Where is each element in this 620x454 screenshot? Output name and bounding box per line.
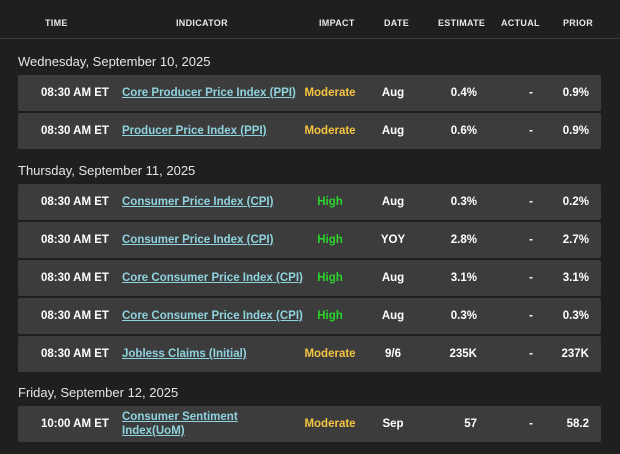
row-date: Aug: [381, 310, 405, 322]
row-prior: 0.9%: [562, 87, 589, 99]
row-time: 08:30 AM ET: [41, 125, 109, 137]
impact-badge: High: [317, 310, 343, 322]
table-row: 08:30 AM ET Core Consumer Price Index (C…: [18, 298, 601, 334]
row-actual: -: [529, 125, 533, 137]
row-actual: -: [529, 418, 533, 430]
row-estimate: 2.8%: [450, 234, 477, 246]
table-row: 08:30 AM ET Consumer Price Index (CPI) H…: [18, 222, 601, 258]
indicator-link[interactable]: Core Consumer Price Index (CPI): [122, 272, 303, 284]
row-actual: -: [529, 272, 533, 284]
row-date: Sep: [382, 418, 404, 430]
row-date: Aug: [381, 87, 405, 99]
row-date: YOY: [380, 234, 406, 246]
header-prior: PRIOR: [563, 18, 594, 28]
row-actual: -: [529, 310, 533, 322]
impact-badge: Moderate: [304, 87, 356, 99]
row-time: 08:30 AM ET: [41, 196, 109, 208]
row-date: 9/6: [385, 348, 401, 360]
day-title: Thursday, September 11, 2025: [18, 163, 196, 178]
header-date: DATE: [384, 18, 410, 28]
table-header: TIME INDICATOR IMPACT DATE ESTIMATE ACTU…: [0, 0, 620, 39]
impact-badge: Moderate: [304, 348, 356, 360]
indicator-link[interactable]: Jobless Claims (Initial): [122, 348, 247, 360]
row-estimate: 0.3%: [450, 310, 477, 322]
row-date: Aug: [381, 272, 405, 284]
impact-badge: High: [317, 272, 343, 284]
indicator-link[interactable]: Consumer Sentiment Index(UoM): [122, 411, 238, 437]
header-indicator: INDICATOR: [176, 18, 228, 28]
indicator-link[interactable]: Consumer Price Index (CPI): [122, 234, 274, 246]
row-time: 08:30 AM ET: [41, 348, 109, 360]
row-estimate: 0.4%: [450, 87, 477, 99]
impact-badge: High: [317, 196, 343, 208]
indicator-link[interactable]: Core Consumer Price Index (CPI): [122, 310, 303, 322]
table-row: 08:30 AM ET Consumer Price Index (CPI) H…: [18, 184, 601, 220]
row-time: 08:30 AM ET: [41, 234, 109, 246]
row-prior: 58.2: [566, 418, 589, 430]
header-estimate: ESTIMATE: [438, 18, 486, 28]
row-estimate: 0.6%: [450, 125, 477, 137]
impact-badge: Moderate: [304, 125, 356, 137]
row-prior: 237K: [561, 348, 590, 360]
header-actual: ACTUAL: [501, 18, 540, 28]
row-actual: -: [529, 87, 533, 99]
row-time: 10:00 AM ET: [41, 418, 109, 430]
impact-badge: Moderate: [304, 418, 356, 430]
day-title: Wednesday, September 10, 2025: [18, 54, 211, 69]
header-impact: IMPACT: [319, 18, 355, 28]
row-prior: 0.3%: [562, 310, 589, 322]
row-estimate: 235K: [449, 348, 478, 360]
header-time: TIME: [45, 18, 68, 28]
row-date: Aug: [381, 196, 405, 208]
table-row: 10:00 AM ET Consumer Sentiment Index(UoM…: [18, 406, 601, 442]
impact-badge: High: [317, 234, 343, 246]
row-prior: 3.1%: [562, 272, 589, 284]
row-estimate: 0.3%: [450, 196, 477, 208]
day-title: Friday, September 12, 2025: [18, 385, 179, 400]
row-prior: 0.9%: [562, 125, 589, 137]
table-row: 08:30 AM ET Core Consumer Price Index (C…: [18, 260, 601, 296]
indicator-link[interactable]: Producer Price Index (PPI): [122, 125, 267, 137]
table-row: 08:30 AM ET Producer Price Index (PPI) M…: [18, 113, 601, 149]
row-date: Aug: [381, 125, 405, 137]
row-estimate: 3.1%: [450, 272, 477, 284]
row-prior: 2.7%: [562, 234, 589, 246]
indicator-link[interactable]: Core Producer Price Index (PPI): [122, 87, 296, 99]
table-row: 08:30 AM ET Core Producer Price Index (P…: [18, 75, 601, 111]
row-prior: 0.2%: [562, 196, 589, 208]
row-time: 08:30 AM ET: [41, 87, 109, 99]
row-time: 08:30 AM ET: [41, 272, 109, 284]
row-actual: -: [529, 196, 533, 208]
row-actual: -: [529, 234, 533, 246]
indicator-link[interactable]: Consumer Price Index (CPI): [122, 196, 274, 208]
row-estimate: 57: [464, 418, 477, 430]
table-row: 08:30 AM ET Jobless Claims (Initial) Mod…: [18, 336, 601, 372]
row-time: 08:30 AM ET: [41, 310, 109, 322]
row-actual: -: [529, 348, 533, 360]
